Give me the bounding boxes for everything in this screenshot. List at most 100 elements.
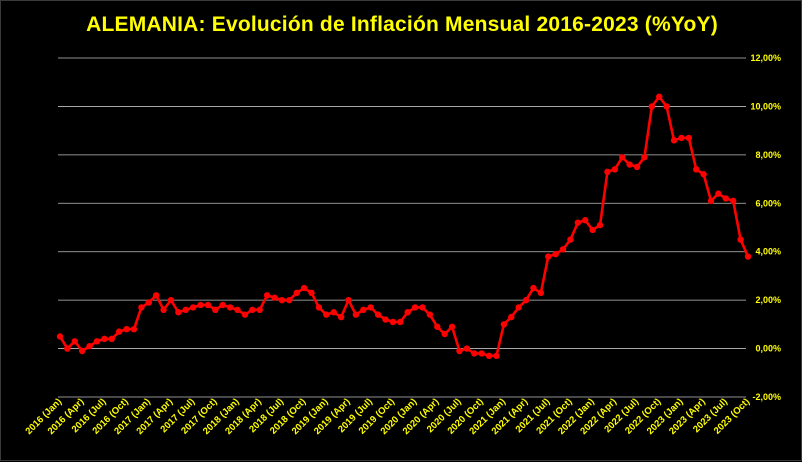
data-point [707, 197, 715, 205]
data-point [337, 313, 345, 321]
data-point [145, 299, 152, 306]
data-point [626, 161, 633, 168]
series-line [58, 95, 750, 358]
data-point [678, 134, 685, 142]
data-point [138, 304, 145, 311]
data-point [308, 289, 315, 297]
data-point [182, 306, 189, 314]
data-point [596, 221, 604, 229]
y-tick-label: 8,00% [755, 150, 781, 160]
data-point [101, 335, 108, 343]
y-tick-label: -2,00% [752, 392, 781, 402]
data-point [397, 318, 404, 326]
data-point [604, 168, 611, 176]
data-point [352, 311, 360, 318]
data-point [256, 306, 263, 314]
data-point [212, 306, 219, 314]
y-tick-label: 10,00% [750, 101, 781, 111]
data-point [56, 333, 64, 340]
data-point [249, 306, 256, 314]
y-tick-label: 2,00% [755, 295, 781, 305]
data-point [286, 296, 293, 304]
data-point [441, 330, 448, 338]
data-point [485, 352, 493, 360]
data-point [374, 311, 382, 318]
data-point [197, 301, 204, 309]
data-point [715, 190, 722, 197]
data-point [167, 296, 175, 304]
data-point [685, 134, 693, 142]
data-point [189, 304, 197, 311]
data-point [263, 292, 271, 299]
data-point [619, 154, 626, 161]
data-point [419, 304, 426, 311]
data-point [656, 93, 663, 100]
data-point [323, 311, 330, 318]
data-point [515, 304, 522, 311]
data-point [130, 326, 138, 333]
data-point [160, 306, 167, 314]
data-point [226, 304, 234, 311]
data-point [663, 103, 670, 110]
data-point [389, 318, 397, 326]
data-point [152, 292, 160, 299]
data-point [64, 345, 71, 352]
data-point [404, 309, 411, 316]
data-point [115, 328, 123, 335]
data-point [278, 296, 286, 304]
data-point [71, 338, 78, 345]
data-point [463, 345, 471, 352]
data-point [641, 154, 648, 161]
data-point [693, 166, 700, 173]
data-point [175, 309, 182, 316]
data-point [478, 350, 485, 357]
data-point [456, 347, 463, 355]
data-point [219, 301, 226, 309]
data-point [241, 311, 249, 318]
data-point [360, 306, 367, 314]
data-point [508, 313, 515, 321]
data-point [345, 296, 352, 304]
y-axis-ticks: -2,00% 0,00% 2,00% 4,00% 6,00% 8,00% 10,00% 12,… [750, 53, 781, 402]
data-point [300, 284, 308, 292]
y-tick-label: 4,00% [755, 247, 781, 257]
data-point [559, 246, 567, 253]
data-point [293, 289, 300, 297]
gridlines [58, 57, 746, 398]
data-point [700, 171, 707, 178]
data-point [108, 335, 115, 343]
data-point [522, 296, 530, 304]
y-tick-label: 12,00% [750, 53, 781, 63]
data-point [633, 163, 641, 171]
data-point [123, 326, 130, 333]
data-point [722, 195, 730, 202]
data-point [648, 103, 656, 110]
data-point [93, 338, 101, 345]
data-point [611, 166, 619, 173]
data-point [204, 301, 212, 309]
data-point [448, 323, 456, 330]
data-point [78, 347, 86, 355]
data-point [567, 236, 574, 243]
data-point [582, 217, 589, 224]
data-point [471, 350, 478, 357]
data-point [493, 352, 500, 360]
data-point [434, 323, 441, 330]
data-point [382, 316, 389, 323]
data-point [530, 284, 537, 292]
y-tick-label: 0,00% [755, 344, 781, 354]
data-point [737, 236, 744, 243]
chart-title: ALEMANIA: Evolución de Inflación Mensual… [86, 13, 718, 36]
data-point [271, 294, 278, 301]
data-point [315, 304, 323, 311]
data-point [574, 219, 582, 226]
data-point [537, 289, 545, 297]
x-axis-ticks: 2016 (Jan)2016 (Apr)2016 (Jul)2016 (Oct)… [23, 396, 752, 437]
data-point [500, 321, 508, 328]
data-point [330, 309, 337, 316]
data-point [730, 197, 737, 205]
y-tick-label: 6,00% [755, 198, 781, 208]
data-point [234, 306, 241, 314]
